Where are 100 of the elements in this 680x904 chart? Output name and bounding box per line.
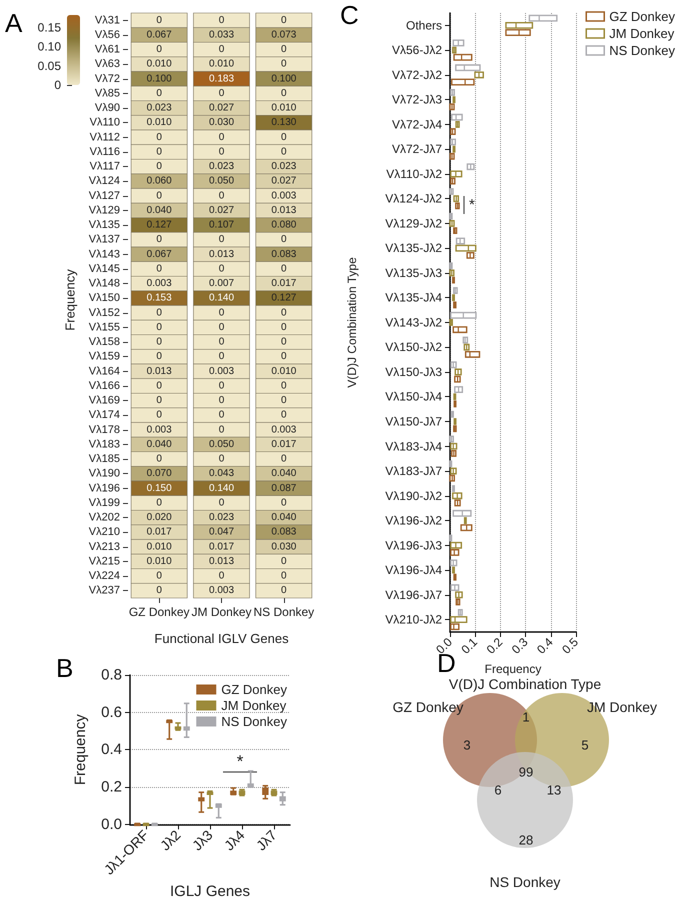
y-tick-label: Vλ116 bbox=[90, 146, 120, 158]
data-label: 0.003 bbox=[146, 278, 172, 290]
data-label: 0 bbox=[281, 234, 288, 246]
y-tick-label: Vλ150-Jλ4 bbox=[385, 390, 442, 404]
y-tick-label: Vλ213 bbox=[88, 540, 120, 553]
data-label: 0 bbox=[218, 380, 225, 392]
data-label: 0 bbox=[156, 14, 162, 26]
data-label: 0.130 bbox=[271, 117, 297, 128]
y-axis-title: Frequency bbox=[72, 714, 89, 786]
y-tick-label: Vλ164 bbox=[88, 365, 120, 378]
data-label: 0 bbox=[281, 570, 288, 582]
data-label: 0.043 bbox=[208, 468, 234, 480]
data-label: 0.030 bbox=[271, 541, 297, 552]
y-tick-label: Vλ196-Jλ7 bbox=[385, 588, 442, 602]
y-tick-label: 0.0 bbox=[101, 816, 122, 833]
x-axis-title: Functional IGLV Genes bbox=[154, 631, 290, 646]
data-label: 0 bbox=[281, 454, 288, 465]
y-tick-label: Vλ129 bbox=[88, 204, 120, 216]
color-bar-label: 0.05 bbox=[38, 58, 62, 73]
legend-label: NS Donkey bbox=[609, 43, 676, 58]
y-tick-label: Vλ143 bbox=[88, 248, 120, 260]
y-tick-label: 0.8 bbox=[101, 666, 122, 684]
legend-label: JM Donkey bbox=[221, 698, 287, 713]
data-label: 0 bbox=[281, 307, 288, 318]
data-label: 0.010 bbox=[146, 556, 172, 567]
data-label: 0 bbox=[156, 146, 162, 158]
data-label: 0 bbox=[156, 585, 162, 596]
data-label: 0 bbox=[156, 132, 162, 143]
data-label: 0.047 bbox=[208, 526, 234, 538]
data-label: 0.140 bbox=[208, 292, 234, 304]
text: 3 bbox=[463, 738, 471, 752]
y-tick-label: Vλ137 bbox=[88, 234, 120, 246]
x-tick-label: Jλ7 bbox=[252, 826, 280, 854]
data-label: 0 bbox=[281, 497, 288, 508]
y-tick-label: Vλ155 bbox=[88, 321, 120, 334]
data-label: 0 bbox=[218, 44, 225, 56]
x-tick-label: 0.1 bbox=[458, 634, 480, 657]
y-tick-label: Vλ150-Jλ7 bbox=[385, 414, 442, 428]
y-tick-label: Vλ202 bbox=[88, 512, 120, 524]
data-label: 0 bbox=[156, 410, 162, 421]
data-label: 0.033 bbox=[208, 29, 234, 40]
data-label: 0.007 bbox=[208, 278, 234, 290]
y-tick-label: Vλ178 bbox=[88, 424, 120, 436]
data-label: 0.127 bbox=[271, 292, 297, 304]
data-label: 0.013 bbox=[208, 556, 234, 567]
data-label: 0.010 bbox=[271, 366, 297, 377]
data-label: 0.100 bbox=[146, 73, 172, 84]
y-tick-label: Vλ110 bbox=[90, 116, 120, 129]
y-tick-label: 0.6 bbox=[101, 704, 122, 721]
data-label: 0.067 bbox=[146, 248, 172, 260]
y-tick-label: Vλ72 bbox=[94, 72, 120, 85]
data-label: 0 bbox=[281, 380, 288, 392]
data-label: 0.010 bbox=[146, 58, 172, 70]
data-label: 0.010 bbox=[208, 58, 234, 70]
data-label: 0.003 bbox=[271, 424, 297, 436]
data-label: 0.003 bbox=[146, 424, 172, 436]
y-tick-label: Vλ63 bbox=[94, 58, 120, 70]
y-tick-label: Vλ31 bbox=[94, 14, 120, 26]
data-label: 0 bbox=[156, 351, 162, 362]
y-tick-label: Vλ135-Jλ3 bbox=[385, 266, 442, 280]
data-label: 0 bbox=[281, 322, 288, 333]
data-label: 0.027 bbox=[208, 204, 234, 216]
data-label: 0 bbox=[156, 380, 162, 392]
data-label: 0.083 bbox=[271, 248, 297, 260]
y-tick-label: Vλ150-Jλ2 bbox=[385, 340, 442, 354]
data-label: 0 bbox=[156, 190, 162, 202]
text: 13 bbox=[546, 782, 562, 798]
data-label: 0 bbox=[218, 497, 225, 508]
x-tick-label: Jλ2 bbox=[156, 826, 184, 854]
data-label: 0 bbox=[218, 322, 225, 333]
y-tick-label: Vλ237 bbox=[88, 584, 120, 597]
data-label: 0.087 bbox=[271, 482, 297, 494]
y-tick-label: Vλ199 bbox=[88, 496, 120, 509]
category-label: NS Donkey bbox=[490, 874, 560, 890]
y-tick-label: Vλ196-Jλ3 bbox=[385, 538, 442, 552]
x-tick-label: 0.2 bbox=[484, 634, 506, 657]
data-label: 0 bbox=[156, 497, 162, 508]
y-tick-label: Vλ61 bbox=[94, 44, 120, 56]
data-label: 0 bbox=[156, 454, 162, 465]
y-tick-label: Vλ72-Jλ2 bbox=[392, 68, 442, 82]
data-label: 0 bbox=[281, 58, 288, 70]
x-tick-label: Jλ3 bbox=[188, 826, 216, 854]
x-axis-title: IGLJ Genes bbox=[170, 883, 250, 900]
data-label: 0.040 bbox=[146, 438, 172, 450]
y-tick-label: Vλ145 bbox=[88, 262, 120, 275]
y-tick-label: Vλ196-Jλ4 bbox=[385, 563, 442, 578]
y-tick-label: Vλ127 bbox=[88, 190, 120, 202]
text: B bbox=[56, 653, 74, 683]
y-axis-title: V(D)J Combination Type bbox=[345, 256, 359, 388]
data-label: 0 bbox=[218, 146, 225, 158]
y-tick-label: Vλ159 bbox=[88, 350, 120, 363]
data-label: 0.150 bbox=[146, 482, 172, 494]
x-tick-label: JM Donkey bbox=[191, 605, 252, 619]
data-label: 0.010 bbox=[146, 117, 172, 128]
data-label: 0.080 bbox=[271, 220, 297, 231]
color-bar-label: 0.15 bbox=[38, 20, 62, 35]
y-tick-label: Vλ210-Jλ2 bbox=[385, 612, 442, 627]
y-tick-label: Vλ166 bbox=[88, 380, 120, 392]
data-label: 0 bbox=[281, 556, 288, 567]
legend-label: GZ Donkey bbox=[221, 682, 288, 697]
